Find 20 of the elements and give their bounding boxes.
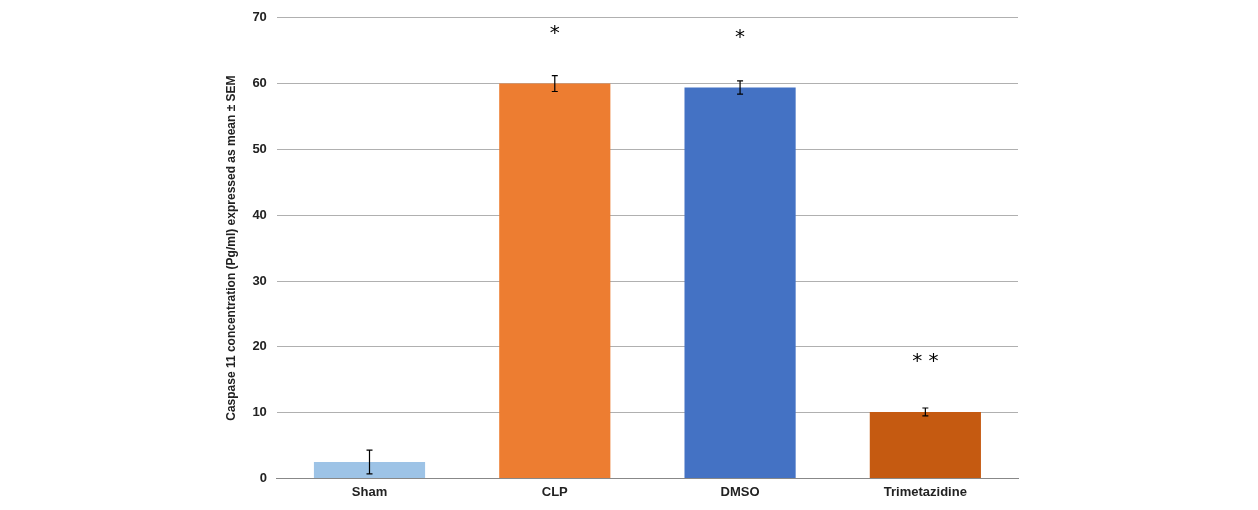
- bar: [313, 461, 426, 478]
- bar: [499, 83, 611, 478]
- y-tick-label: 0: [259, 469, 267, 485]
- y-tick-label: 60: [252, 75, 267, 91]
- x-tick-label: Trimetazidine: [883, 483, 967, 499]
- y-tick-label: 40: [252, 206, 267, 222]
- annotation: *: [735, 23, 746, 48]
- bar: [869, 411, 981, 478]
- x-tick-label: CLP: [541, 483, 569, 499]
- y-tick-label: 30: [252, 272, 267, 288]
- y-tick-label: 10: [252, 404, 267, 420]
- y-tick-label: 50: [252, 140, 267, 156]
- x-tick-label: Sham: [351, 483, 388, 499]
- annotation: *: [549, 19, 560, 44]
- y-tick-label: 20: [252, 338, 267, 354]
- y-tick-label: 70: [252, 9, 267, 25]
- x-tick-label: DMSO: [720, 483, 760, 499]
- annotation: * *: [912, 348, 939, 373]
- y-axis-title: Caspase 11 concentration (Pg/ml) expressed as mean ± SEM: [223, 75, 238, 421]
- bar: [684, 87, 796, 478]
